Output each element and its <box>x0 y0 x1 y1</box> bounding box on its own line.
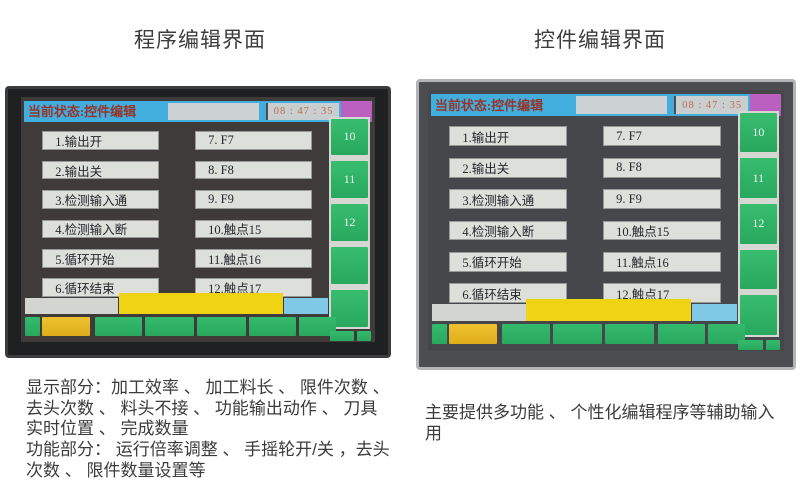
soft-key-corner-2[interactable] <box>357 331 371 342</box>
soft-key-corner-1[interactable] <box>329 331 355 342</box>
side-key-10[interactable]: 10 <box>739 112 777 153</box>
side-key-track: 10 11 12 <box>737 110 779 337</box>
menu-item-contact-16[interactable]: 11.触点16 <box>195 248 312 268</box>
menu-item-f8[interactable]: 8. F8 <box>195 160 312 180</box>
clock-display: 08 : 47 : 35 <box>674 95 749 115</box>
menu-item-detect-input-off[interactable]: 4.检测输入断 <box>449 220 567 241</box>
status-bar: 当前状态:控件编辑 08 : 47 : 35 <box>23 100 373 122</box>
menu-item-contact-16[interactable]: 11.触点16 <box>603 251 721 272</box>
hmi-screen: 当前状态:控件编辑 08 : 47 : 35 1.输出开 2.输出关 3.检测输… <box>428 90 784 351</box>
soft-key-3[interactable] <box>197 317 247 336</box>
menu-item-loop-end[interactable]: 6.循环结束 <box>449 283 567 303</box>
menu-item-detect-input-on[interactable]: 3.检测输入通 <box>42 190 160 209</box>
program-edit-device-photo: 当前状态:控件编辑 08 : 47 : 35 1.输出开 2.输出关 3.检测输… <box>5 86 391 358</box>
message-bar <box>526 298 692 321</box>
header-blank-field <box>168 102 259 120</box>
hmi-screen: 当前状态:控件编辑 08 : 47 : 35 1.输出开 2.输出关 3.检测输… <box>21 97 375 342</box>
menu-item-contact-15[interactable]: 10.触点15 <box>603 220 721 241</box>
left-caption-function-part: 功能部分： 运行倍率调整 、 手摇轮开/关 ，去头次数 、 限件数量设置等 <box>26 440 390 480</box>
right-panel-title: 控件编辑界面 <box>534 29 666 52</box>
menu-item-loop-end[interactable]: 6.循环结束 <box>42 278 160 297</box>
message-bar <box>118 293 283 314</box>
menu-item-contact-15[interactable]: 10.触点15 <box>195 219 312 239</box>
right-caption-text: 主要提供多功能 、 个性化编辑程序等辅助输入用 <box>425 403 775 443</box>
clock-display: 08 : 47 : 35 <box>265 102 340 120</box>
header-blank-field <box>576 95 668 115</box>
side-key-blank-1[interactable] <box>330 246 369 284</box>
control-edit-device-photo: 当前状态:控件编辑 08 : 47 : 35 1.输出开 2.输出关 3.检测输… <box>416 79 796 370</box>
menu-item-f8[interactable]: 8. F8 <box>603 157 721 178</box>
side-key-11[interactable]: 11 <box>739 158 777 198</box>
soft-key-2[interactable] <box>552 324 602 345</box>
menu-item-f9[interactable]: 9. F9 <box>603 189 721 209</box>
soft-key-small-green[interactable] <box>432 324 448 345</box>
left-caption: 显示部分：加工效率 、 加工料长 、 限件次数 、 去头次数 、 料头不接 、 … <box>26 378 390 482</box>
side-key-12[interactable]: 12 <box>330 204 369 241</box>
status-field <box>431 304 526 321</box>
side-key-blank-2[interactable] <box>330 289 369 327</box>
soft-key-corner-2[interactable] <box>766 339 780 350</box>
soft-key-4[interactable] <box>249 317 297 336</box>
side-key-10[interactable]: 10 <box>330 118 369 156</box>
soft-key-3[interactable] <box>605 324 655 345</box>
soft-key-1[interactable] <box>94 317 143 336</box>
menu-item-loop-start[interactable]: 5.循环开始 <box>42 248 160 268</box>
soft-key-corner-1[interactable] <box>738 339 764 350</box>
menu-item-output-off[interactable]: 2.输出关 <box>449 157 567 178</box>
left-caption-display-part: 显示部分：加工效率 、 加工料长 、 限件次数 、 去头次数 、 料头不接 、 … <box>26 378 390 439</box>
menu-item-f9[interactable]: 9. F9 <box>195 190 312 209</box>
blue-indicator <box>692 304 737 321</box>
header-indicator <box>340 100 373 122</box>
right-caption: 主要提供多功能 、 个性化编辑程序等辅助输入用 <box>425 403 791 444</box>
header-indicator <box>749 93 782 117</box>
blue-indicator <box>283 297 329 314</box>
status-bar: 当前状态:控件编辑 08 : 47 : 35 <box>430 93 782 117</box>
menu-item-loop-start[interactable]: 5.循环开始 <box>449 251 567 272</box>
menu-item-output-off[interactable]: 2.输出关 <box>42 160 160 180</box>
side-key-track: 10 11 12 <box>328 116 371 329</box>
soft-key-5[interactable] <box>707 324 745 345</box>
menu-item-f7[interactable]: 7. F7 <box>195 131 312 150</box>
soft-key-4[interactable] <box>657 324 705 345</box>
left-panel-title: 程序编辑界面 <box>134 29 266 52</box>
soft-key-1[interactable] <box>502 324 550 345</box>
menu-item-output-on[interactable]: 1.输出开 <box>449 126 567 147</box>
status-field <box>24 297 119 314</box>
soft-key-2[interactable] <box>144 317 194 336</box>
menu-item-output-on[interactable]: 1.输出开 <box>42 131 160 150</box>
menu-item-detect-input-on[interactable]: 3.检测输入通 <box>449 189 567 209</box>
menu-item-f7[interactable]: 7. F7 <box>603 126 721 147</box>
side-key-12[interactable]: 12 <box>739 203 777 244</box>
side-key-blank-1[interactable] <box>739 249 777 290</box>
soft-key-5[interactable] <box>299 317 337 336</box>
side-key-blank-2[interactable] <box>739 295 777 335</box>
soft-key-orange[interactable] <box>42 317 91 336</box>
menu-item-detect-input-off[interactable]: 4.检测输入断 <box>42 219 160 239</box>
soft-key-small-green[interactable] <box>25 317 41 336</box>
side-key-11[interactable]: 11 <box>330 161 369 199</box>
status-text: 当前状态:控件编辑 <box>434 97 544 113</box>
soft-key-orange[interactable] <box>449 324 498 345</box>
status-text: 当前状态:控件编辑 <box>27 103 137 119</box>
